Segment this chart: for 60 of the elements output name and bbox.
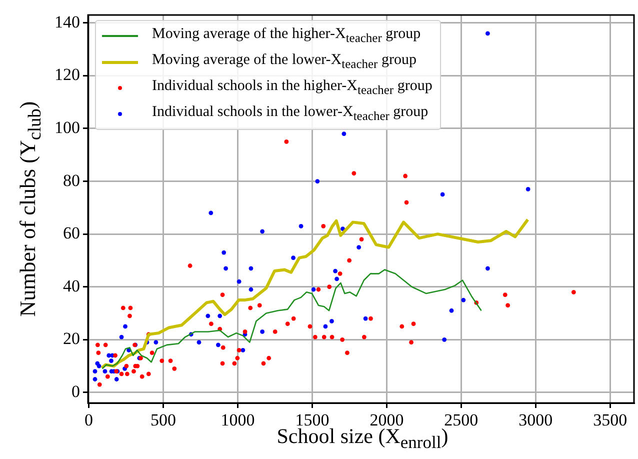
x-tick-label: 2500 — [444, 410, 478, 430]
point — [334, 276, 339, 282]
point — [323, 324, 328, 329]
point — [526, 187, 530, 192]
point — [218, 314, 222, 318]
point — [92, 377, 98, 382]
point — [248, 287, 254, 292]
y-tick-label: 100 — [54, 118, 80, 137]
point — [196, 340, 202, 344]
point — [356, 245, 362, 250]
point — [298, 224, 304, 228]
point — [440, 192, 445, 197]
legend-label: Moving average of the higher-X$_{teacher}$ group — [152, 25, 421, 47]
point — [216, 342, 220, 348]
y-tick-label: 20 — [63, 329, 80, 348]
point — [206, 314, 210, 318]
point — [96, 364, 102, 368]
point — [486, 31, 490, 36]
point — [224, 266, 228, 271]
y-tick-label: 60 — [63, 224, 80, 243]
point — [449, 308, 454, 313]
y-tick-label: 0 — [72, 382, 80, 401]
y-tick-label: 120 — [54, 65, 80, 84]
point — [260, 330, 265, 334]
point — [119, 334, 124, 340]
point — [236, 279, 242, 284]
point — [222, 250, 226, 255]
point — [102, 369, 108, 374]
x-tick-label: 500 — [150, 410, 176, 430]
point — [240, 348, 246, 352]
x-tick-label: 1000 — [220, 410, 255, 430]
point — [315, 179, 320, 184]
point — [291, 256, 296, 260]
legend-label: Individual schools in the lower-X$_{teacher}$ group — [152, 103, 428, 125]
point — [442, 337, 447, 342]
legend-label: Moving average of the lower-X$_{teacher}$ group — [152, 51, 416, 73]
point — [330, 318, 334, 324]
point — [340, 226, 345, 231]
point — [311, 287, 316, 292]
y-tick-label: 40 — [63, 276, 80, 296]
legend-label: Individual schools in the higher-X$_{teacher}$ group — [152, 77, 432, 99]
y-tick-label: 140 — [54, 12, 80, 32]
point — [461, 298, 466, 302]
y-tick-label: 80 — [63, 170, 80, 190]
x-tick-label: 3500 — [593, 410, 628, 430]
x-tick-label: 3000 — [518, 410, 553, 430]
point — [486, 266, 490, 271]
point — [363, 316, 368, 321]
point — [260, 229, 265, 234]
point — [342, 132, 346, 136]
x-tick-label: 2000 — [370, 410, 404, 430]
point — [333, 268, 338, 274]
x-tick-label: 0 — [84, 410, 93, 430]
point — [92, 369, 98, 374]
point — [208, 210, 214, 216]
point — [248, 266, 254, 271]
point — [109, 358, 114, 363]
point — [123, 324, 128, 329]
point — [114, 377, 119, 382]
point — [154, 340, 158, 344]
